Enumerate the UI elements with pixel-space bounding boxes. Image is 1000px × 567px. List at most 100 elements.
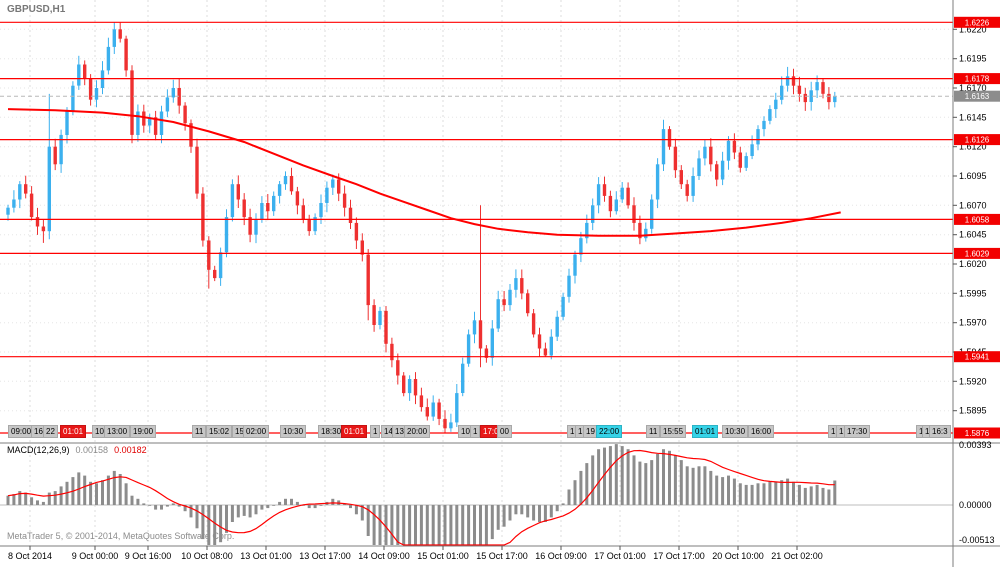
candle [124,35,128,77]
time-tick-label: 10 Oct 08:00 [181,551,233,561]
svg-text:1.6058: 1.6058 [965,215,990,224]
candle [283,171,288,190]
macd-histogram-bar [24,492,28,505]
candle [313,213,317,235]
bid-price-badge: 1.6163 [954,90,1000,102]
candle [472,311,477,344]
chart-plot-area[interactable] [0,0,953,443]
macd-histogram-bar [390,505,394,545]
macd-histogram-bar [603,447,606,505]
candle [354,217,359,249]
macd-histogram-bar [786,478,790,505]
time-tick-label: 16 Oct 09:00 [535,551,587,561]
macd-histogram-bar [290,498,293,505]
macd-histogram-bar [160,505,163,510]
macd-indicator-label: MACD(12,26,9) 0.00158 0.00182 [7,445,147,455]
candle [785,66,790,92]
macd-histogram-bar [673,455,677,505]
price-tick-label: 1.6195 [959,54,987,64]
svg-text:1.5941: 1.5941 [965,353,990,362]
candle [673,138,678,178]
macd-histogram-bar [827,489,831,505]
price-tick-label: 1.6170 [959,83,987,93]
candle [797,76,802,102]
macd-histogram-bar [732,478,736,505]
macd-histogram-bar [254,505,258,515]
candle [768,105,772,125]
candle [295,186,300,215]
candle [555,310,559,341]
candle [514,269,518,298]
macd-histogram-bar [148,505,152,506]
candle [207,236,211,289]
candle [342,185,347,217]
macd-histogram-bar [307,505,311,509]
macd-histogram-bar [833,480,837,505]
macd-histogram-bar [230,505,234,522]
candle [520,269,524,300]
svg-text:1.6126: 1.6126 [965,136,990,145]
time-axis-area[interactable] [0,546,953,567]
macd-histogram-bar [479,505,482,545]
candle [738,146,742,173]
candle [537,327,542,357]
candle [709,138,713,172]
candle [638,215,642,245]
candle [254,213,258,244]
macd-histogram-bar [372,505,376,545]
candle [679,165,683,189]
macd-histogram-bar [272,505,276,506]
macd-histogram-bar [703,466,707,506]
macd-histogram-bar [721,477,725,505]
macd-histogram-bar [419,505,423,545]
macd-histogram-bar [349,505,352,509]
price-tick-label: 1.6045 [959,230,987,240]
candle [455,384,459,427]
macd-histogram-bar [768,481,772,506]
candle [390,337,394,368]
macd-histogram-bar [668,450,671,506]
candle [272,191,276,216]
candle [484,345,489,363]
macd-histogram-bar [473,505,476,545]
macd-histogram-bar [65,481,69,506]
candle [561,292,565,321]
price-tick-label: 1.6220 [959,24,987,34]
macd-histogram-bar [414,505,417,545]
price-tick-label: 1.5995 [959,288,987,298]
macd-histogram-bar [378,505,382,545]
candle [94,80,99,108]
macd-histogram-bar [189,505,193,518]
macd-histogram-bar [384,505,388,545]
macd-histogram-bar [520,505,524,515]
candle [650,194,654,234]
macd-histogram-bar [266,505,270,509]
svg-text:1.6178: 1.6178 [965,75,990,84]
lines-layer [0,21,953,434]
candle [195,138,199,199]
candle [148,113,152,134]
candle [201,187,205,247]
macd-histogram-bar [319,505,323,506]
macd-histogram-bar [118,474,122,505]
macd-histogram-bar [585,463,589,505]
macd-histogram-bar [207,505,211,545]
candle [159,105,164,144]
time-tick-label: 17 Oct 01:00 [594,551,646,561]
macd-histogram-bar [236,505,240,518]
candle [77,55,81,90]
macd-histogram-bar [632,455,636,505]
macd-histogram-bar [408,505,412,545]
moving-average-line[interactable] [7,108,841,237]
macd-histogram-bar [467,505,471,545]
macd-histogram-bar [532,505,536,521]
macd-histogram-bar [591,455,595,505]
candle [655,158,660,209]
macd-histogram-bar [130,495,134,505]
macd-histogram-bar [762,483,766,505]
candle [83,60,87,86]
candle [833,91,837,108]
macd-histogram-bar [331,498,335,505]
macd-histogram-bar [154,505,158,510]
